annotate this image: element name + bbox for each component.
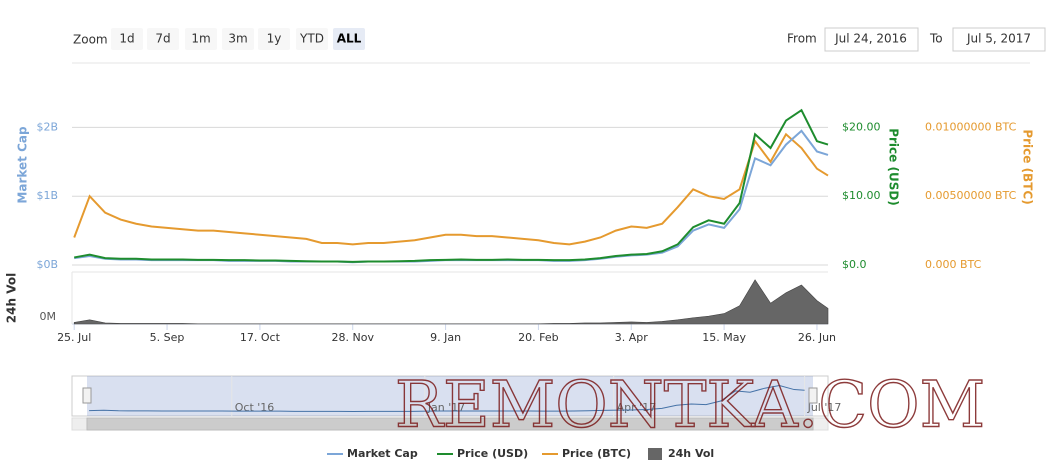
- navigator-tick-label: Oct '16: [235, 401, 275, 414]
- y-axis-title: Market Cap: [16, 126, 30, 204]
- x-tick-label: 17. Oct: [240, 331, 281, 344]
- zoom-button[interactable]: [222, 28, 254, 50]
- zoom-button-label[interactable]: 1d: [119, 32, 134, 46]
- navigator-handle[interactable]: [82, 387, 92, 404]
- y3-tick-label: 0.000 BTC: [925, 258, 982, 271]
- y-tick-label: $1B: [36, 189, 58, 202]
- navigator-tick-label: Jul '17: [807, 401, 842, 414]
- from-value[interactable]: Jul 24, 2016: [834, 32, 907, 46]
- y3-axis-title: Price (BTC): [1021, 129, 1035, 204]
- y-tick-label: $0B: [36, 258, 58, 271]
- y2-tick-label: $20.00: [842, 120, 881, 133]
- legend-label[interactable]: Price (USD): [457, 447, 528, 460]
- x-tick-label: 9. Jan: [430, 331, 461, 344]
- to-label: To: [929, 32, 943, 46]
- vol-tick-label: 0M: [40, 310, 57, 323]
- y2-tick-label: $10.00: [842, 189, 881, 202]
- y-tick-label: $2B: [36, 120, 58, 133]
- zoom-button[interactable]: [111, 28, 143, 50]
- x-tick-label: 5. Sep: [150, 331, 185, 344]
- watermark: REMONTKA.COM: [395, 369, 985, 443]
- navigator-mask: [87, 376, 813, 416]
- zoom-button-label[interactable]: 1y: [267, 32, 282, 46]
- zoom-button[interactable]: [258, 28, 290, 50]
- navigator-bg: [71, 375, 829, 417]
- zoom-button[interactable]: [147, 28, 179, 50]
- legend-label[interactable]: Market Cap: [347, 447, 418, 460]
- y3-tick-label: 0.00500000 BTC: [925, 189, 1017, 202]
- scrollbar-thumb[interactable]: [86, 417, 814, 431]
- y2-axis-title: Price (USD): [887, 128, 901, 206]
- navigator-line: [89, 384, 805, 412]
- volume-area: [73, 279, 829, 325]
- zoom-button-label[interactable]: 7d: [155, 32, 170, 46]
- x-tick-label: 20. Feb: [518, 331, 558, 344]
- x-tick-label: 25. Jul: [57, 331, 91, 344]
- y3-tick-label: 0.01000000 BTC: [925, 120, 1017, 133]
- series-line: [74, 108, 829, 263]
- zoom-button-label[interactable]: 1m: [191, 32, 210, 46]
- from-label: From: [787, 32, 817, 46]
- navigator-handle[interactable]: [808, 387, 818, 404]
- zoom-button[interactable]: [333, 28, 365, 50]
- navigator-tick-label: Apr '17: [617, 401, 657, 414]
- zoom-button[interactable]: [185, 28, 217, 50]
- to-input[interactable]: [952, 27, 1046, 52]
- zoom-button-label[interactable]: 3m: [228, 32, 247, 46]
- legend-label[interactable]: 24h Vol: [668, 447, 714, 460]
- zoom-button-label[interactable]: ALL: [337, 32, 362, 46]
- zoom-button[interactable]: [296, 28, 328, 50]
- x-tick-label: 15. May: [702, 331, 746, 344]
- zoom-label: Zoom: [73, 33, 108, 47]
- zoom-button-label[interactable]: YTD: [299, 32, 324, 46]
- legend-label[interactable]: Price (BTC): [562, 447, 631, 460]
- vol-axis-title: 24h Vol: [5, 273, 19, 323]
- x-tick-label: 3. Apr: [615, 331, 648, 344]
- x-tick-label: 26. Jun: [798, 331, 836, 344]
- legend-swatch: [648, 448, 662, 460]
- x-tick-label: 28. Nov: [332, 331, 375, 344]
- from-input[interactable]: [824, 27, 919, 52]
- to-value[interactable]: Jul 5, 2017: [966, 32, 1031, 46]
- y2-tick-label: $0.0: [842, 258, 867, 271]
- series-line: [73, 132, 829, 246]
